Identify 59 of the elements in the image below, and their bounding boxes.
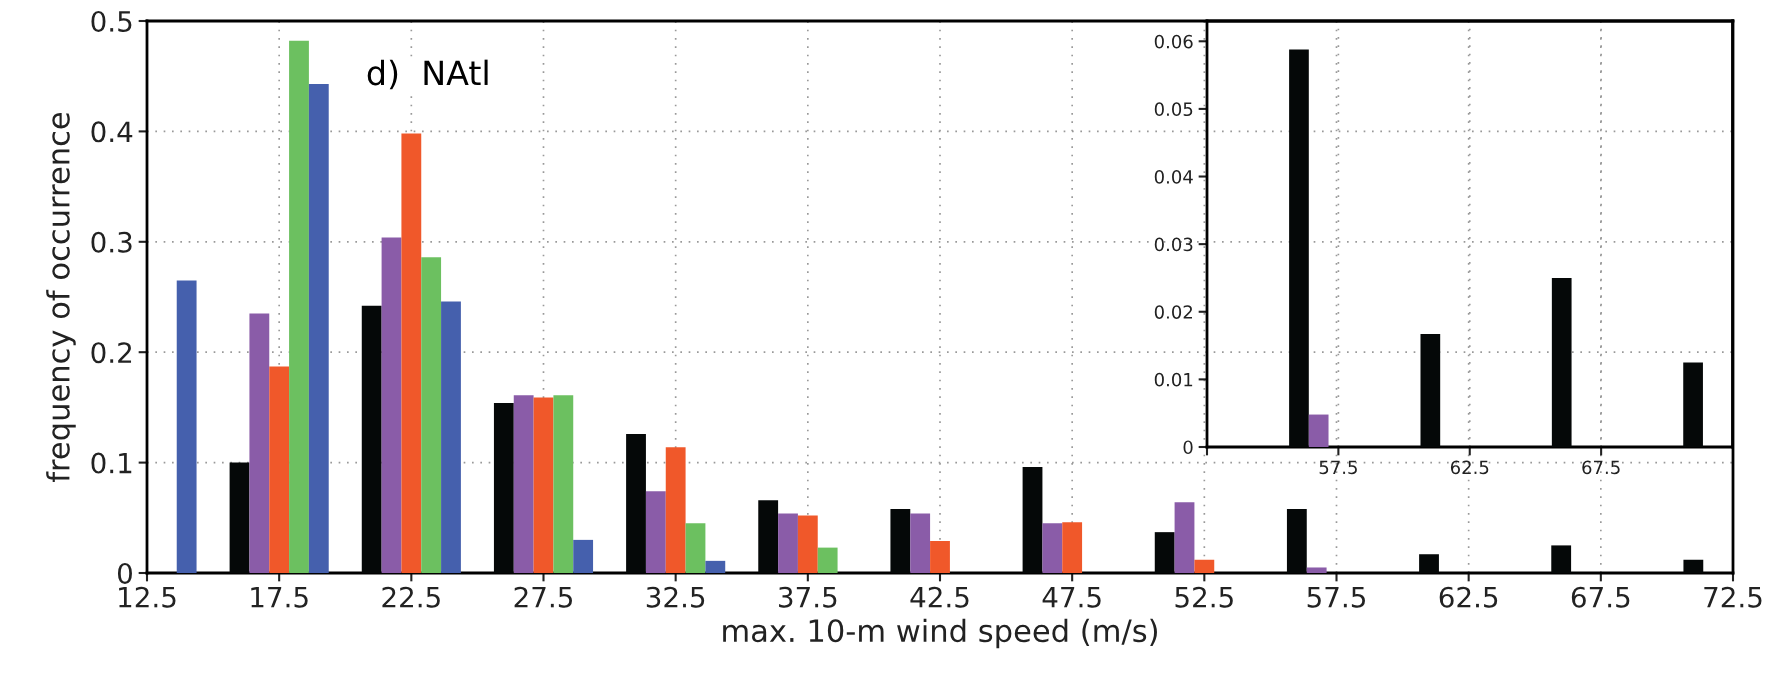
bar [553,395,574,573]
x-tick-label: 57.5 [1307,587,1365,608]
bar [533,397,554,573]
x-tick-label: 37.5 [779,586,837,608]
bar [249,313,270,573]
bar [269,366,290,573]
y-tick-label: 0.04 [1154,169,1193,184]
x-tick-label: 32.5 [646,586,705,608]
bar [817,547,838,573]
annotation: d) NAtl [367,59,488,90]
bar [513,395,534,573]
y-tick-label: 0.5 [91,10,132,32]
bar [573,539,594,573]
x-axis-title: max. 10-m wind speed (m/s) [723,618,1157,649]
x-tick-label: 22.5 [382,586,440,608]
bar [1042,523,1063,573]
y-tick-label: 0.02 [1154,305,1192,319]
bar [381,237,402,573]
y-tick-label: 0 [1183,440,1193,455]
y-tick-label: 0.1 [91,452,132,474]
bar [685,523,706,573]
bar [665,447,686,573]
x-tick-label: 47.5 [1042,587,1101,608]
y-tick-label: 0.05 [1154,102,1193,117]
x-tick-label: 57.5 [1319,460,1357,475]
bar [1062,522,1083,573]
bar [1306,567,1327,573]
y-tick-label: 0.4 [91,121,133,143]
y-tick-label: 0.2 [91,342,132,364]
bar [289,40,309,573]
x-tick-label: 52.5 [1175,586,1233,608]
y-tick-label: 0.03 [1154,237,1193,252]
x-tick-label: 27.5 [514,586,572,608]
bar [401,133,422,573]
x-tick-label: 72.5 [1704,586,1762,608]
bar [441,301,461,573]
bar [778,513,798,573]
x-tick-label: 62.5 [1439,586,1498,608]
bar [910,513,931,573]
bar [797,515,818,573]
x-tick-label: 67.5 [1571,586,1630,608]
x-tick-label: 42.5 [910,586,969,608]
x-tick-label: 17.5 [251,587,308,608]
bar [308,83,329,573]
bar [1174,502,1195,573]
y-tick-label: 0.3 [91,231,132,253]
y-tick-label: 0.01 [1154,372,1193,387]
bar [176,280,197,573]
x-tick-label: 12.5 [119,586,176,608]
bar [421,257,442,573]
bar [1194,559,1215,573]
y-tick-label: 0 [117,562,132,584]
y-axis-title: frequency of occurrence [46,112,76,483]
bar [645,491,666,573]
bar [705,560,726,573]
bar [930,540,950,573]
x-tick-label: 67.5 [1582,460,1620,475]
x-tick-label: 62.5 [1450,460,1489,475]
y-tick-label: 0.06 [1154,34,1193,49]
